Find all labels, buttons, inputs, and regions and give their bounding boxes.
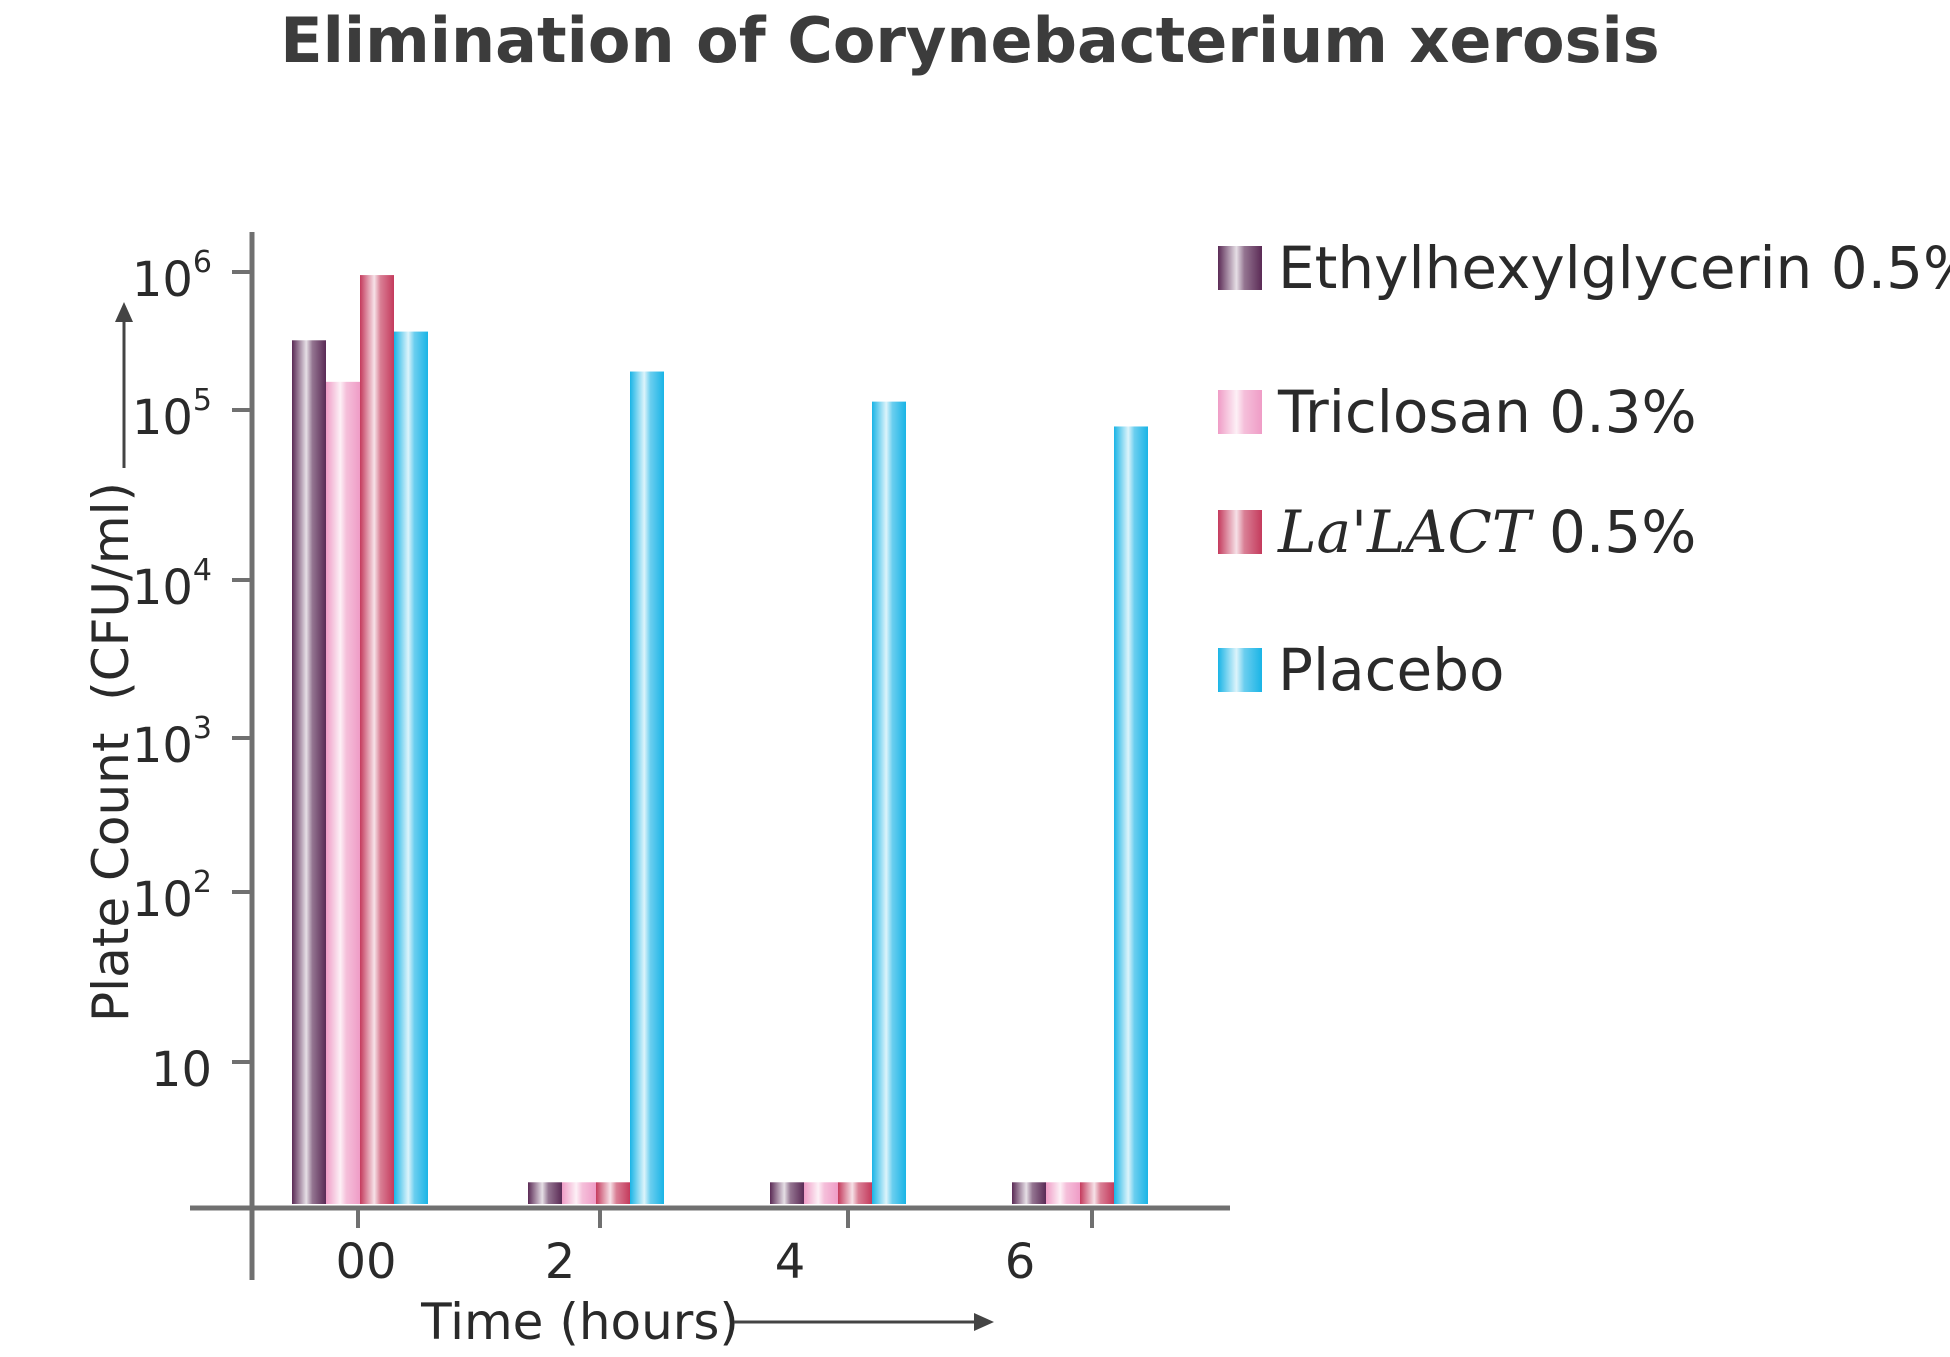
legend-swatch-placebo xyxy=(1218,648,1262,692)
bar-placebo-6 xyxy=(1114,426,1148,1204)
bar-triclosan-0-3-6 xyxy=(1046,1182,1080,1204)
bar-ethylhexylglycerin-0-5-2 xyxy=(528,1182,562,1204)
y-axis-arrow xyxy=(115,302,133,468)
bar-triclosan-0-3-2 xyxy=(562,1182,596,1204)
bar-la-lact-0-5-4 xyxy=(838,1182,872,1204)
y-axis-label: Plate Count (CFU/ml) xyxy=(82,482,140,1022)
legend-label-placebo: Placebo xyxy=(1278,636,1505,704)
bar-triclosan-0-3-00 xyxy=(326,381,360,1205)
bar-ethylhexylglycerin-0-5-4 xyxy=(770,1182,804,1204)
bar-la-lact-0-5-2 xyxy=(596,1182,630,1204)
x-tick-label-6: 6 xyxy=(1005,1234,1036,1290)
x-tick-label-4: 4 xyxy=(775,1234,806,1290)
legend: Ethylhexylglycerin 0.5% Triclosan 0.3% La'… xyxy=(1218,234,1950,704)
legend-label-ethylhexylglycerin-0-5: Ethylhexylglycerin 0.5% xyxy=(1278,234,1950,302)
y-tick-label: 104 xyxy=(132,553,212,616)
legend-swatch-triclosan-0-3 xyxy=(1218,390,1262,434)
y-tick-label: 102 xyxy=(132,865,212,928)
bar-ethylhexylglycerin-0-5-00 xyxy=(292,340,326,1204)
x-ticks: 00 2 4 6 xyxy=(335,1208,1094,1290)
y-tick-label: 106 xyxy=(132,245,212,308)
x-axis-label: Time (hours) xyxy=(420,1293,739,1351)
x-axis-arrow xyxy=(734,1313,994,1331)
bar-placebo-4 xyxy=(872,401,906,1205)
bars xyxy=(292,275,1148,1205)
y-ticks: 10 102 103 104 105 106 xyxy=(132,245,252,1098)
x-tick-label-00: 00 xyxy=(335,1234,396,1290)
legend-label-la-lact-0-5: La'LACT 0.5% xyxy=(1277,498,1696,566)
legend-swatch-ethylhexylglycerin-0-5 xyxy=(1218,246,1262,290)
bar-triclosan-0-3-4 xyxy=(804,1182,838,1204)
bar-la-lact-0-5-00 xyxy=(360,275,394,1205)
y-tick-label: 10 xyxy=(151,1042,212,1098)
bar-la-lact-0-5-6 xyxy=(1080,1182,1114,1204)
bar-ethylhexylglycerin-0-5-6 xyxy=(1012,1182,1046,1204)
legend-swatch-la-lact-0-5 xyxy=(1218,510,1262,554)
chart-title: Elimination of Corynebacterium xerosis xyxy=(280,4,1659,77)
bar-placebo-00 xyxy=(394,331,428,1205)
bar-placebo-2 xyxy=(630,371,664,1205)
y-tick-label: 105 xyxy=(132,383,212,446)
legend-label-triclosan-0-3: Triclosan 0.3% xyxy=(1277,378,1697,446)
x-tick-label-2: 2 xyxy=(545,1234,576,1290)
y-tick-label: 103 xyxy=(132,711,212,774)
